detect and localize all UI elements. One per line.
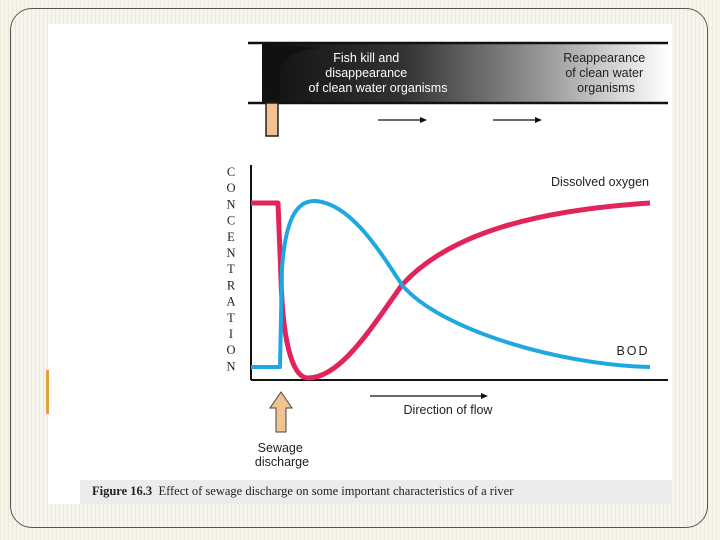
- right-arrow-icon: [378, 117, 427, 123]
- y-axis-letter: I: [229, 327, 233, 341]
- banner-right-text: Reappearance of clean water organisms: [563, 51, 649, 95]
- banner-left-text: Fish kill and disappearance of clean wat…: [309, 51, 448, 95]
- bod-curve: [251, 198, 651, 369]
- up-arrow-icon: [269, 391, 293, 433]
- figure-caption: Figure 16.3 Effect of sewage discharge o…: [92, 484, 513, 499]
- y-axis-letter: N: [226, 359, 235, 373]
- river-channel: Fish kill and disappearance of clean wat…: [248, 41, 668, 137]
- y-axis-letter: N: [226, 197, 235, 211]
- y-axis-letter: T: [227, 311, 235, 325]
- dissolved-oxygen-label: Dissolved oxygen: [551, 175, 649, 189]
- caption-bar: [80, 480, 672, 504]
- y-axis-letter: N: [226, 246, 235, 260]
- plume-source: [262, 44, 320, 102]
- y-axis-letter: C: [227, 214, 235, 228]
- chart-axes: [250, 165, 668, 381]
- y-axis-letter: C: [227, 165, 235, 179]
- bod-label: BOD: [616, 344, 649, 358]
- dissolved-oxygen-curve: [251, 200, 651, 381]
- caption-description: Effect of sewage discharge on some impor…: [158, 484, 514, 498]
- y-axis-letter: A: [226, 295, 235, 309]
- figure-number: Figure 16.3: [92, 484, 153, 498]
- pollution-plume: [262, 44, 668, 102]
- accent-bar: [46, 370, 49, 414]
- y-axis-letter: E: [227, 230, 235, 244]
- sewage-discharge-label: Sewage discharge: [255, 441, 309, 469]
- y-axis-letter: T: [227, 262, 235, 276]
- sewage-pipe: [265, 102, 279, 137]
- right-arrow-icon: [370, 393, 488, 399]
- x-axis-label: Direction of flow: [404, 403, 494, 417]
- right-arrow-icon: [493, 117, 542, 123]
- y-axis-letter: O: [226, 343, 235, 357]
- y-axis-letter: O: [226, 181, 235, 195]
- y-axis-letter: R: [227, 278, 236, 292]
